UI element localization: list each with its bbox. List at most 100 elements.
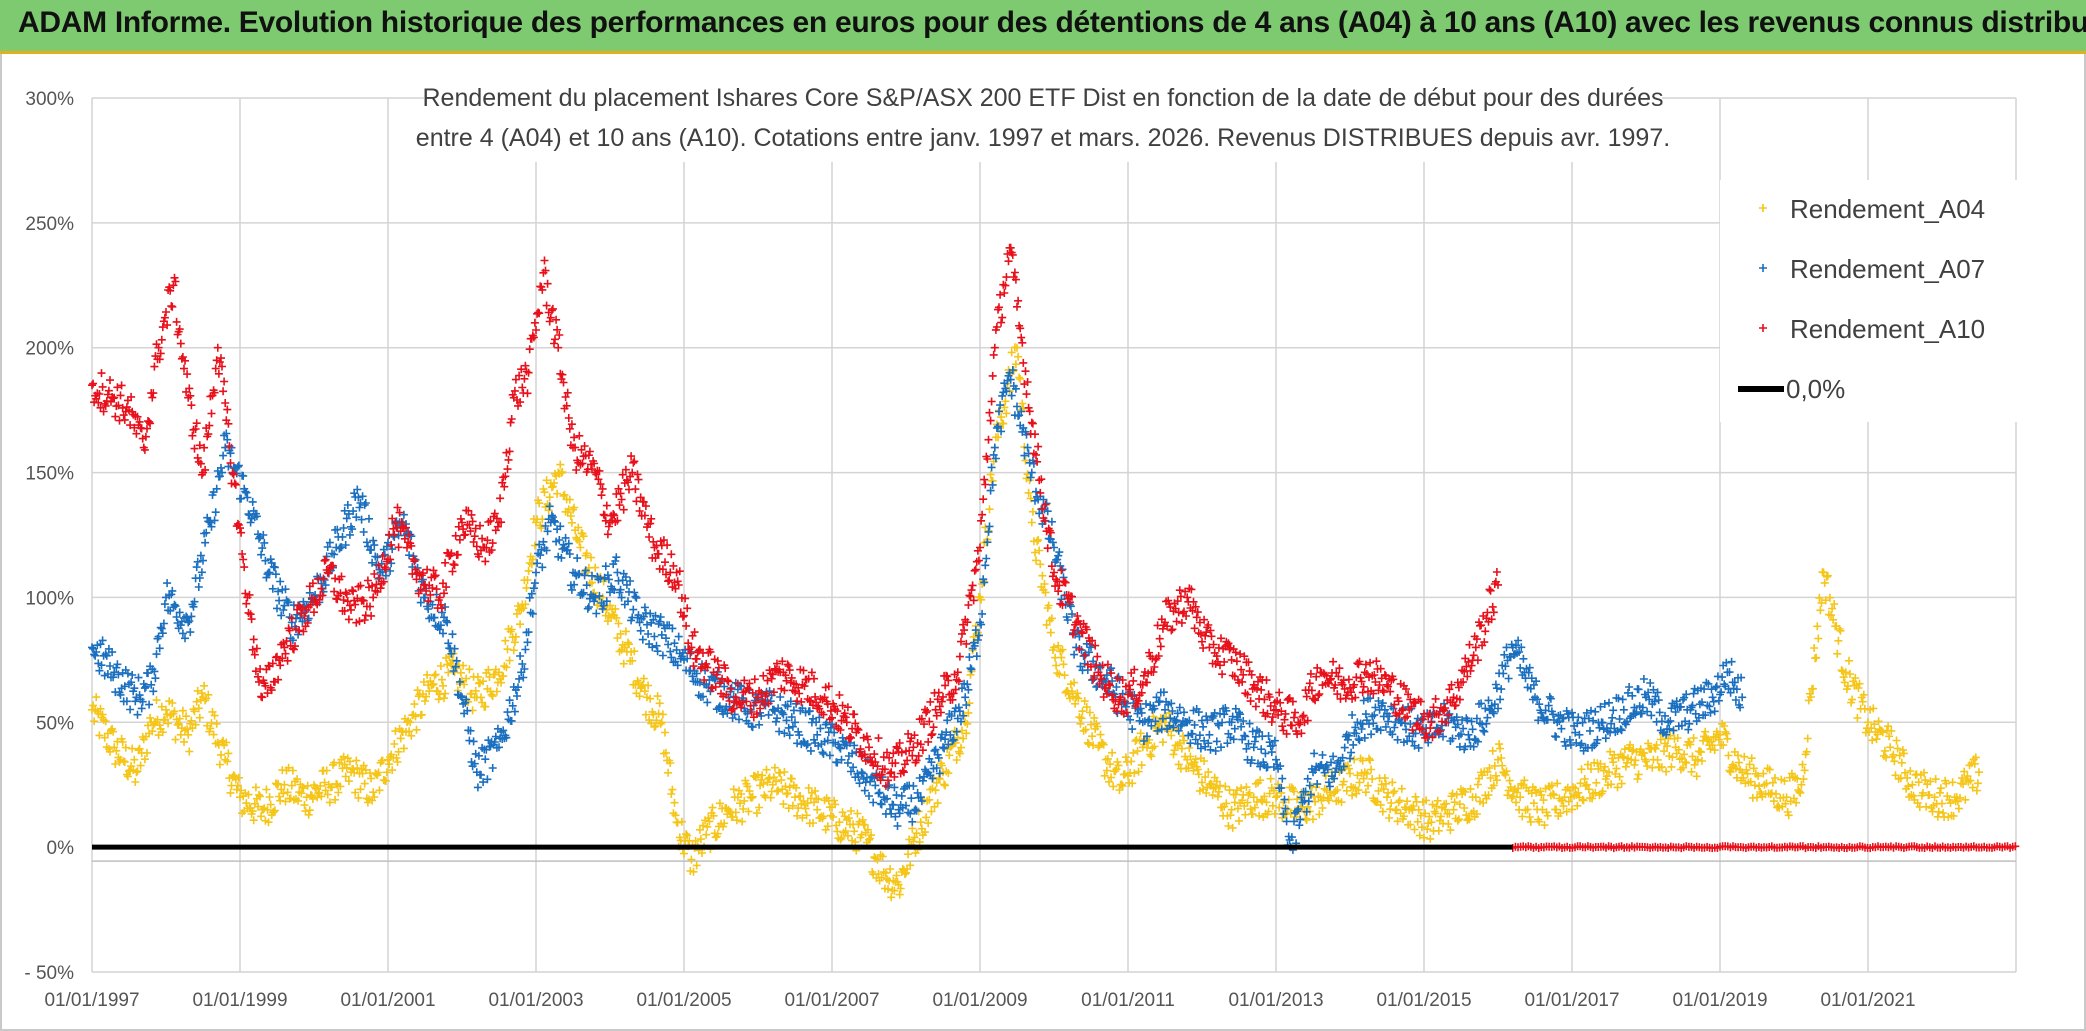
data-point bbox=[274, 779, 283, 788]
data-point bbox=[1346, 754, 1354, 763]
data-point bbox=[654, 709, 663, 718]
data-point bbox=[1397, 784, 1406, 793]
data-point bbox=[1175, 586, 1184, 595]
data-point bbox=[1598, 787, 1607, 796]
data-point bbox=[147, 680, 156, 689]
data-point bbox=[924, 819, 933, 828]
data-point bbox=[638, 635, 647, 644]
data-point bbox=[776, 769, 785, 777]
data-point bbox=[1216, 781, 1224, 790]
data-point bbox=[106, 747, 114, 756]
data-point bbox=[231, 480, 240, 489]
chart-title-line-2: entre 4 (A04) et 10 ans (A10). Cotations… bbox=[416, 124, 1670, 152]
data-point bbox=[892, 791, 901, 800]
data-point bbox=[1750, 781, 1759, 790]
data-point bbox=[1293, 795, 1302, 804]
data-point bbox=[1054, 641, 1063, 650]
data-point bbox=[1512, 798, 1520, 807]
data-point bbox=[1013, 343, 1021, 352]
data-point bbox=[101, 650, 110, 659]
data-point bbox=[397, 727, 406, 736]
data-point bbox=[656, 719, 665, 728]
data-point bbox=[908, 817, 917, 826]
data-point bbox=[182, 712, 191, 721]
data-point bbox=[614, 619, 623, 628]
data-point bbox=[1823, 571, 1832, 580]
data-point bbox=[176, 621, 185, 630]
data-point bbox=[90, 717, 99, 726]
data-point bbox=[385, 760, 394, 769]
data-point bbox=[759, 671, 768, 680]
data-point bbox=[1485, 585, 1494, 594]
data-point bbox=[1222, 799, 1231, 808]
data-point bbox=[1184, 764, 1193, 773]
data-point bbox=[964, 685, 973, 694]
data-point bbox=[1268, 801, 1277, 810]
data-point bbox=[1942, 779, 1951, 788]
data-point bbox=[1742, 765, 1751, 774]
data-point bbox=[1631, 756, 1640, 765]
data-point bbox=[1378, 807, 1387, 816]
data-point bbox=[1238, 796, 1247, 805]
data-point bbox=[985, 522, 994, 531]
data-point bbox=[736, 799, 744, 808]
data-point bbox=[792, 783, 801, 792]
data-point bbox=[505, 656, 514, 665]
data-point bbox=[1278, 774, 1287, 783]
data-point bbox=[860, 821, 869, 829]
data-point bbox=[244, 790, 253, 799]
data-point bbox=[157, 335, 166, 344]
data-point bbox=[1098, 739, 1107, 748]
data-point bbox=[263, 805, 272, 814]
data-point bbox=[1745, 760, 1754, 769]
data-point bbox=[1679, 763, 1687, 772]
data-point bbox=[1105, 777, 1113, 786]
data-point bbox=[91, 651, 100, 660]
data-point bbox=[1266, 774, 1275, 783]
data-point bbox=[819, 812, 828, 821]
data-point bbox=[1260, 792, 1269, 801]
data-point bbox=[867, 831, 876, 840]
data-point bbox=[1093, 722, 1102, 731]
data-point bbox=[347, 605, 355, 614]
data-point bbox=[1956, 793, 1964, 802]
data-point bbox=[1180, 708, 1188, 717]
data-point bbox=[1846, 670, 1854, 678]
data-point bbox=[1028, 419, 1037, 428]
data-point bbox=[940, 780, 949, 789]
data-point bbox=[1106, 760, 1114, 769]
data-point bbox=[1596, 760, 1605, 768]
data-point bbox=[988, 371, 997, 380]
data-point bbox=[1698, 757, 1706, 765]
data-point bbox=[1001, 397, 1010, 406]
data-point bbox=[1727, 657, 1736, 666]
data-point bbox=[516, 652, 525, 660]
x-tick-label: 01/01/2015 bbox=[1376, 990, 1471, 1011]
data-point bbox=[1714, 735, 1723, 744]
data-point bbox=[1914, 778, 1923, 787]
data-point bbox=[1383, 793, 1391, 802]
data-point bbox=[332, 779, 341, 788]
data-point bbox=[1529, 799, 1538, 808]
data-point bbox=[1365, 754, 1373, 763]
data-point bbox=[1017, 333, 1026, 342]
data-point bbox=[1839, 673, 1848, 682]
data-point bbox=[1526, 817, 1535, 826]
data-point bbox=[447, 661, 456, 670]
data-point bbox=[172, 613, 181, 621]
y-tick-label: 150% bbox=[25, 464, 74, 485]
data-point bbox=[98, 636, 107, 645]
data-point bbox=[1202, 789, 1211, 797]
data-point bbox=[465, 736, 474, 745]
data-point bbox=[1348, 711, 1357, 719]
data-point bbox=[858, 815, 867, 824]
data-point bbox=[128, 671, 137, 679]
data-point bbox=[1364, 781, 1372, 790]
data-point bbox=[750, 675, 759, 684]
data-point bbox=[1557, 724, 1566, 733]
data-point bbox=[1681, 758, 1690, 766]
data-point bbox=[1027, 418, 1036, 427]
data-point bbox=[853, 809, 862, 818]
data-point bbox=[1027, 518, 1036, 527]
data-point bbox=[884, 885, 892, 894]
